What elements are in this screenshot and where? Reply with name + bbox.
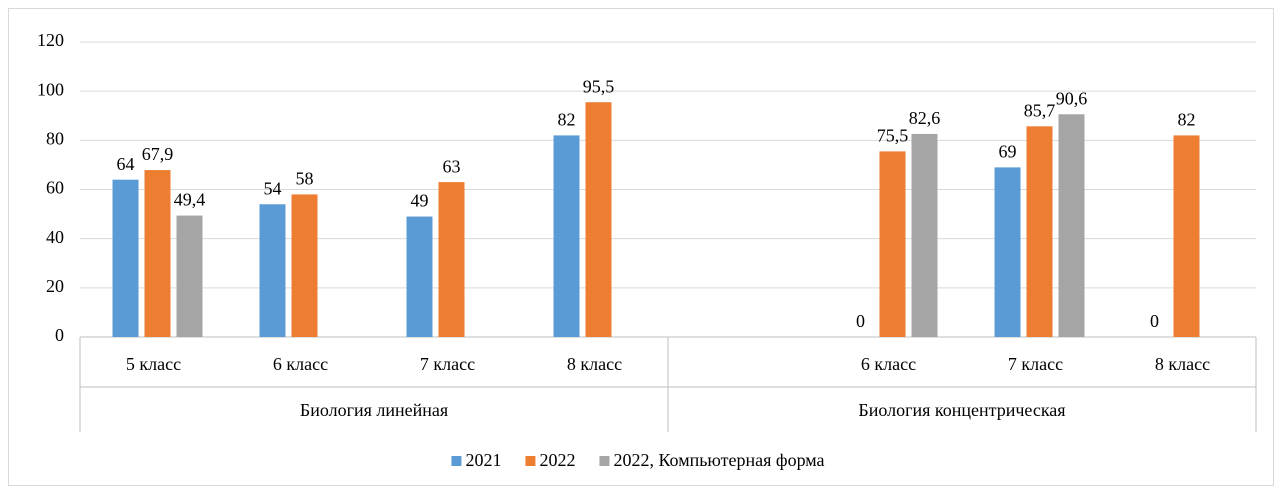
value-label: 64: [117, 154, 135, 174]
value-label: 82,6: [909, 108, 941, 128]
legend-label: 2022: [539, 450, 575, 470]
x-tick-label: 6 класс: [273, 354, 328, 374]
group-label: Биология линейная: [300, 400, 448, 420]
legend-swatch: [451, 456, 462, 466]
y-tick-label: 40: [46, 227, 64, 247]
value-label: 49,4: [174, 190, 206, 210]
y-tick-label: 100: [37, 79, 64, 99]
legend-swatch: [599, 456, 610, 466]
x-tick-label: 8 класс: [1155, 354, 1210, 374]
y-tick-label: 60: [46, 178, 64, 198]
bar: [585, 102, 612, 338]
value-label: 0: [856, 311, 865, 331]
group-label: Биология концентрическая: [858, 400, 1065, 420]
x-tick-label: 7 класс: [1008, 354, 1063, 374]
value-label: 82: [1178, 110, 1196, 130]
value-label: 69: [999, 142, 1017, 162]
legend-swatch: [525, 456, 536, 466]
bar: [1026, 126, 1053, 337]
bar: [879, 151, 906, 337]
bar: [1058, 114, 1085, 338]
legend-label: 2022, Компьютерная форма: [613, 450, 824, 470]
y-tick-label: 80: [46, 128, 64, 148]
value-label: 75,5: [877, 126, 909, 146]
x-tick-label: 8 класс: [567, 354, 622, 374]
value-label: 49: [411, 191, 429, 211]
value-label: 58: [296, 169, 314, 189]
bar: [259, 204, 286, 337]
bar: [438, 182, 465, 337]
bar: [553, 135, 580, 337]
y-tick-label: 20: [46, 276, 64, 296]
value-label: 54: [264, 178, 282, 198]
bar: [144, 170, 171, 337]
x-tick-label: 5 класс: [126, 354, 181, 374]
value-label: 0: [1150, 311, 1159, 331]
y-tick-label: 120: [37, 30, 64, 50]
value-label: 85,7: [1024, 100, 1056, 120]
value-label: 90,6: [1056, 88, 1088, 108]
value-label: 82: [558, 110, 576, 130]
bar: [176, 215, 203, 337]
x-tick-label: 6 класс: [861, 354, 916, 374]
bar: [112, 179, 139, 337]
legend-label: 2021: [465, 450, 501, 470]
value-label: 95,5: [583, 76, 615, 96]
value-label: 63: [443, 156, 461, 176]
bar: [994, 167, 1021, 337]
y-tick-label: 0: [55, 325, 64, 345]
x-tick-label: 7 класс: [420, 354, 475, 374]
bar: [1173, 135, 1200, 337]
value-label: 67,9: [142, 144, 174, 164]
bar: [291, 194, 318, 337]
bar: [406, 216, 433, 337]
bar: [911, 133, 938, 337]
